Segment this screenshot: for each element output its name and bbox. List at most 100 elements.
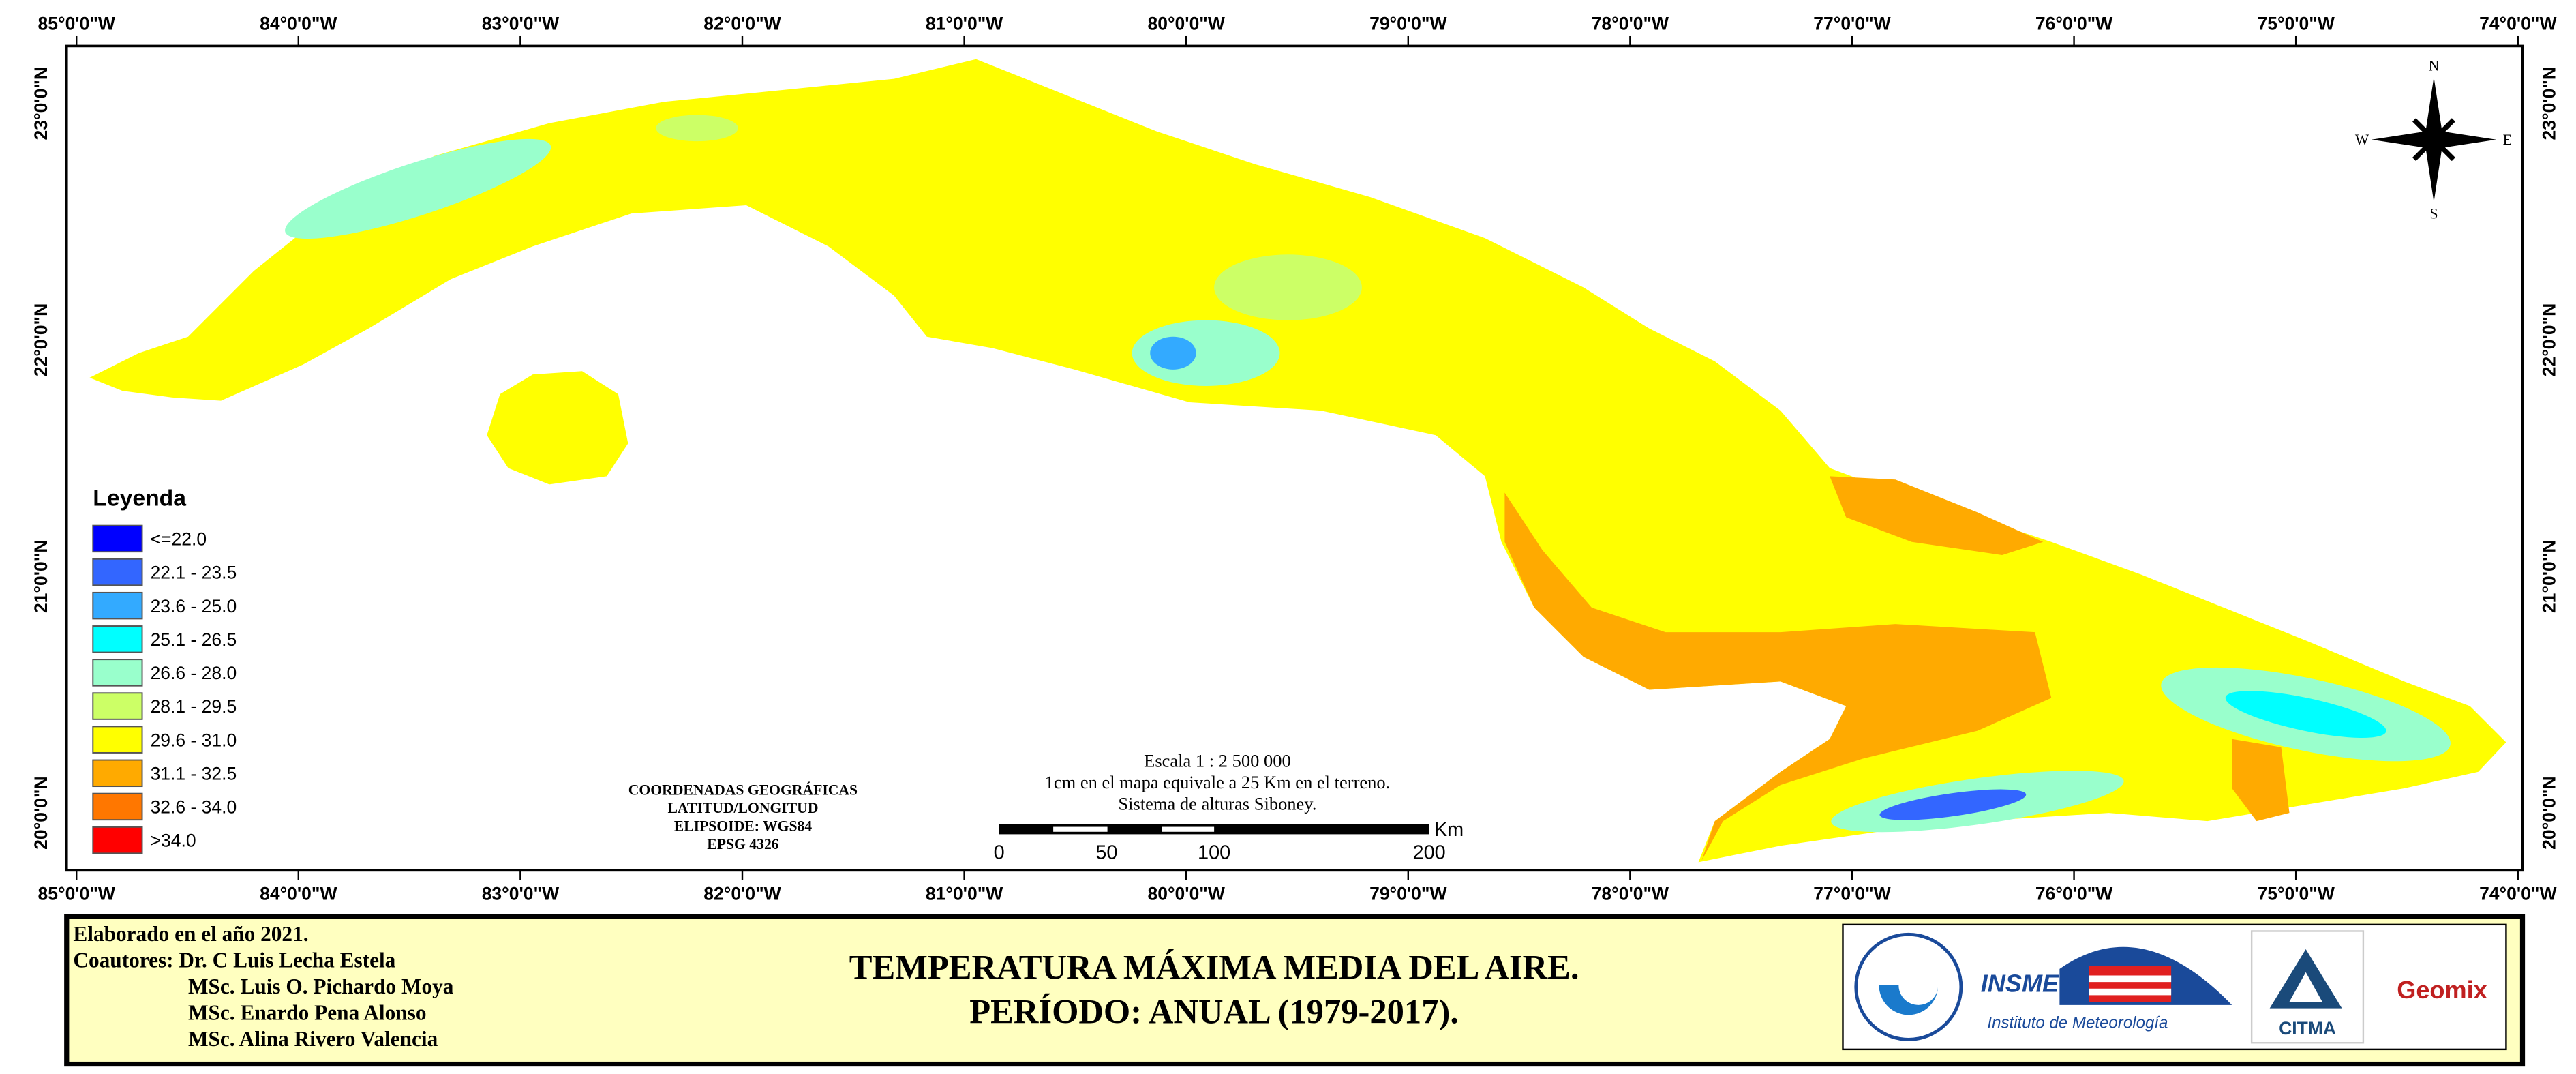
compass-n: N xyxy=(2429,58,2440,74)
credit-line: MSc. Enardo Pena Alonso xyxy=(188,1001,427,1025)
scale-tick-label: 0 xyxy=(994,842,1005,864)
warm-zone-north xyxy=(1830,476,2044,555)
legend-swatch xyxy=(92,792,143,821)
latitude-label-left: 21°0'0"N xyxy=(31,540,51,614)
legend-title: Leyenda xyxy=(93,486,186,511)
legend-label: 26.6 - 28.0 xyxy=(151,663,237,683)
map-frame xyxy=(65,44,2524,872)
coordinates-line: LATITUD/LONGITUD xyxy=(667,800,818,816)
legend: <=22.0 22.1 - 23.5 23.6 - 25.0 25.1 - 26.5 2… xyxy=(92,524,237,854)
legend-label: 31.1 - 32.5 xyxy=(151,763,237,784)
insmet-stripe xyxy=(2089,988,2172,996)
latitude-label-left: 20°0'0"N xyxy=(31,776,51,850)
cold-zone xyxy=(1150,336,1196,370)
citma-inner xyxy=(2289,972,2322,1002)
cool-zone xyxy=(656,115,738,142)
north-arrow: N S E W xyxy=(2355,58,2512,222)
longitude-label-bottom: 74°0'0"W xyxy=(2479,884,2556,904)
legend-label: 25.1 - 26.5 xyxy=(151,629,237,650)
longitude-label-top: 74°0'0"W xyxy=(2479,13,2556,33)
cold-zone xyxy=(1879,789,2027,820)
footer: Elaborado en el año 2021.Coautores: Dr. … xyxy=(73,922,1579,1051)
legend-swatch xyxy=(92,692,143,720)
latitude-label-right: 21°0'0"N xyxy=(2539,540,2560,614)
citma-logo: CITMA xyxy=(2279,1018,2336,1039)
legend-label: 28.1 - 29.5 xyxy=(151,696,237,717)
latitude-label-left: 22°0'0"N xyxy=(31,303,51,376)
coordinates-line: ELIPSOIDE: WGS84 xyxy=(674,818,813,835)
warm-zone xyxy=(1504,492,2052,861)
scale-text: Sistema de alturas Siboney. xyxy=(1118,793,1316,814)
compass-s: S xyxy=(2429,205,2438,222)
longitude-label-top: 75°0'0"W xyxy=(2257,13,2334,33)
legend-swatch xyxy=(92,558,143,586)
logo-swirl xyxy=(1879,985,1939,1015)
cool-zone xyxy=(1214,254,1362,320)
credit-line: MSc. Luis O. Pichardo Moya xyxy=(188,974,454,998)
longitude-label-bottom: 76°0'0"W xyxy=(2035,884,2112,904)
scale-text: 1cm en el mapa equivale a 25 Km en el te… xyxy=(1045,772,1391,792)
legend-swatch xyxy=(92,625,143,653)
longitude-label-bottom: 83°0'0"W xyxy=(482,884,559,904)
credit-line: Elaborado en el año 2021. xyxy=(73,922,308,946)
warm-zone-east xyxy=(2232,739,2290,822)
cool-zone xyxy=(1132,320,1280,386)
legend-label: <=22.0 xyxy=(151,529,207,550)
compass-diagonals xyxy=(2412,118,2455,162)
latitude-label-right: 22°0'0"N xyxy=(2539,303,2560,376)
latitude-label-left: 23°0'0"N xyxy=(31,67,51,140)
legend-swatch xyxy=(92,659,143,687)
legend-swatch xyxy=(92,524,143,553)
insmet-stripe xyxy=(2089,975,2172,983)
longitude-label-bottom: 81°0'0"W xyxy=(926,884,1003,904)
longitude-label-top: 84°0'0"W xyxy=(260,13,337,33)
longitude-label-bottom: 78°0'0"W xyxy=(1592,884,1669,904)
longitude-label-top: 81°0'0"W xyxy=(926,13,1003,33)
cold-zone xyxy=(2225,691,2386,738)
scale-tick-label: 100 xyxy=(1198,842,1230,864)
scale-tick-label: 200 xyxy=(1413,842,1446,864)
longitude-label-bottom: 82°0'0"W xyxy=(703,884,781,904)
longitude-label-top: 76°0'0"W xyxy=(2035,13,2112,33)
longitude-label-bottom: 79°0'0"W xyxy=(1369,884,1446,904)
legend-swatch xyxy=(92,826,143,854)
insmet-flag xyxy=(2089,966,2172,1002)
cool-zone xyxy=(285,138,551,239)
insmet-subtitle: Instituto de Meteorología xyxy=(1987,1014,2168,1032)
latitude-label-right: 23°0'0"N xyxy=(2539,67,2560,140)
longitude-label-bottom: 84°0'0"W xyxy=(260,884,337,904)
legend-label: 22.1 - 23.5 xyxy=(151,563,237,583)
background xyxy=(7,0,2569,1074)
longitude-label-top: 79°0'0"W xyxy=(1369,13,1446,33)
logo-municipal xyxy=(1854,932,1963,1041)
scale-bar-gap xyxy=(1053,826,1108,832)
compass-w: W xyxy=(2355,132,2369,148)
footer-title: TEMPERATURA MÁXIMA MEDIA DEL AIRE. xyxy=(849,948,1579,986)
insmet-logo: INSMET xyxy=(1981,970,2076,998)
legend-label: 29.6 - 31.0 xyxy=(151,730,237,750)
credit-line: Coautores: Dr. C Luis Lecha Estela xyxy=(73,948,395,972)
scale-text: Escala 1 : 2 500 000 xyxy=(1144,751,1291,771)
legend-label: >34.0 xyxy=(151,831,196,851)
latitude-label-right: 20°0'0"N xyxy=(2539,776,2560,850)
longitude-label-top: 85°0'0"W xyxy=(38,13,115,33)
scale-tick-label: 50 xyxy=(1095,842,1117,864)
longitude-label-top: 77°0'0"W xyxy=(1813,13,1890,33)
scale-bar-gap xyxy=(1162,826,1215,832)
legend-swatch xyxy=(92,591,143,620)
credit-line: MSc. Alina Rivero Valencia xyxy=(188,1027,438,1051)
compass-e: E xyxy=(2503,132,2512,148)
legend-label: 32.6 - 34.0 xyxy=(151,797,237,818)
longitude-label-top: 78°0'0"W xyxy=(1592,13,1669,33)
isla-juventud xyxy=(487,371,628,485)
longitude-label-bottom: 75°0'0"W xyxy=(2257,884,2334,904)
longitude-label-bottom: 80°0'0"W xyxy=(1148,884,1225,904)
coordinates-line: EPSG 4326 xyxy=(707,836,778,852)
footer-title: PERÍODO: ANUAL (1979-2017). xyxy=(969,992,1459,1030)
scale-unit: Km xyxy=(1434,819,1464,841)
legend-swatch xyxy=(92,726,143,754)
longitude-label-top: 83°0'0"W xyxy=(482,13,559,33)
